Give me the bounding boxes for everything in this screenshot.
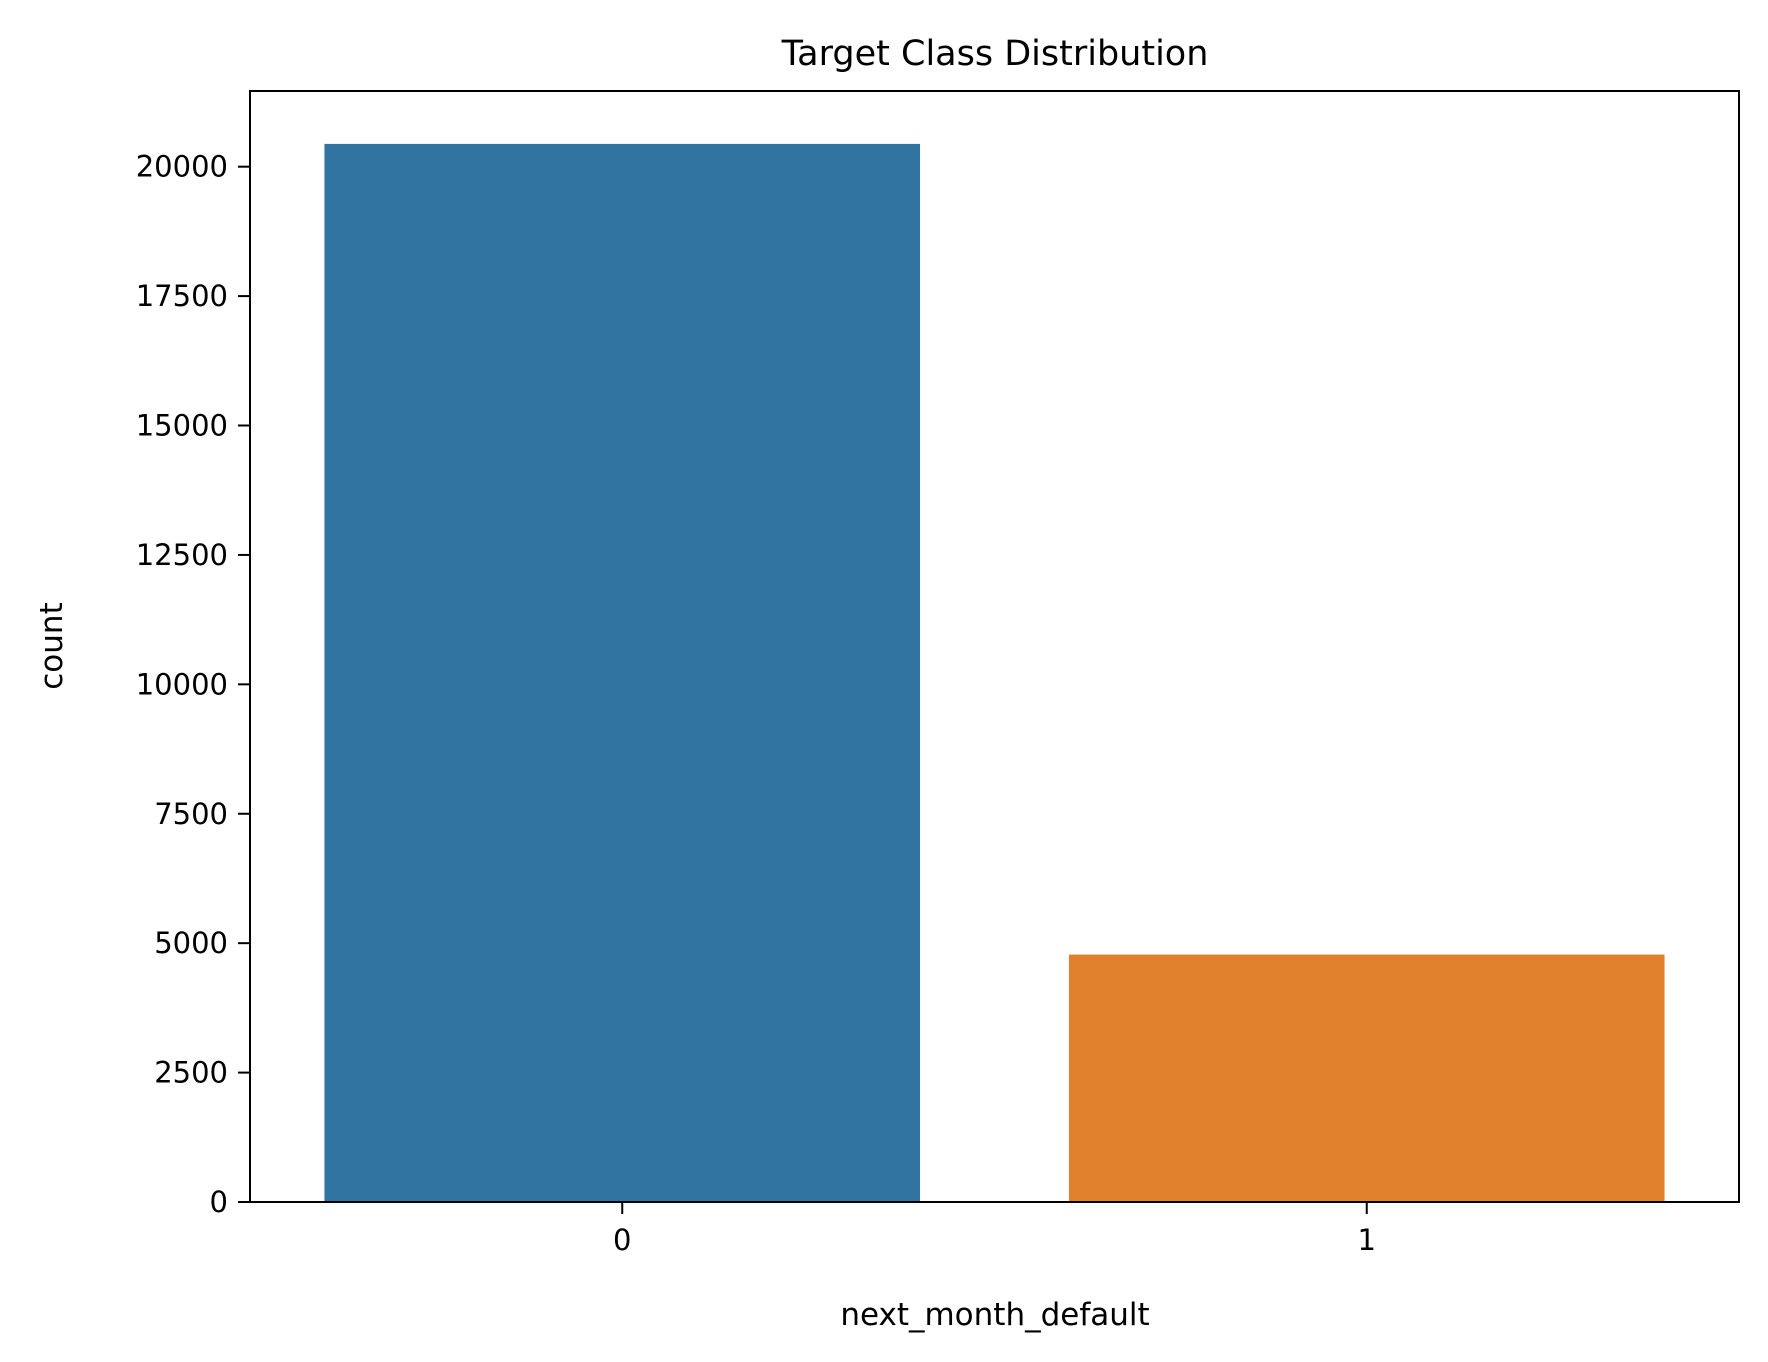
y-tick-label: 2500 [154,1056,228,1090]
y-tick-label: 5000 [154,926,228,960]
x-tick-label: 1 [1358,1223,1376,1257]
plot-area-frame [249,90,1740,1203]
y-tick-label: 12500 [136,538,228,572]
y-tick-label: 10000 [136,667,228,701]
x-axis-label: next_month_default [840,1297,1149,1333]
y-axis-label: count [34,602,70,689]
y-tick-label: 7500 [154,797,228,831]
bars-group [324,143,1665,1202]
bar-0 [324,143,921,1202]
y-tick-label: 17500 [136,279,228,313]
x-tick-label: 0 [613,1223,631,1257]
bar-1 [1068,954,1665,1202]
y-axis-ticks: 0 2500 5000 7500 10000 12500 15000 17500 20000 [136,150,250,1219]
y-tick-label: 20000 [136,150,228,184]
y-tick-label: 15000 [136,409,228,443]
chart-title: Target Class Distribution [781,34,1209,74]
y-tick-label: 0 [210,1185,228,1219]
